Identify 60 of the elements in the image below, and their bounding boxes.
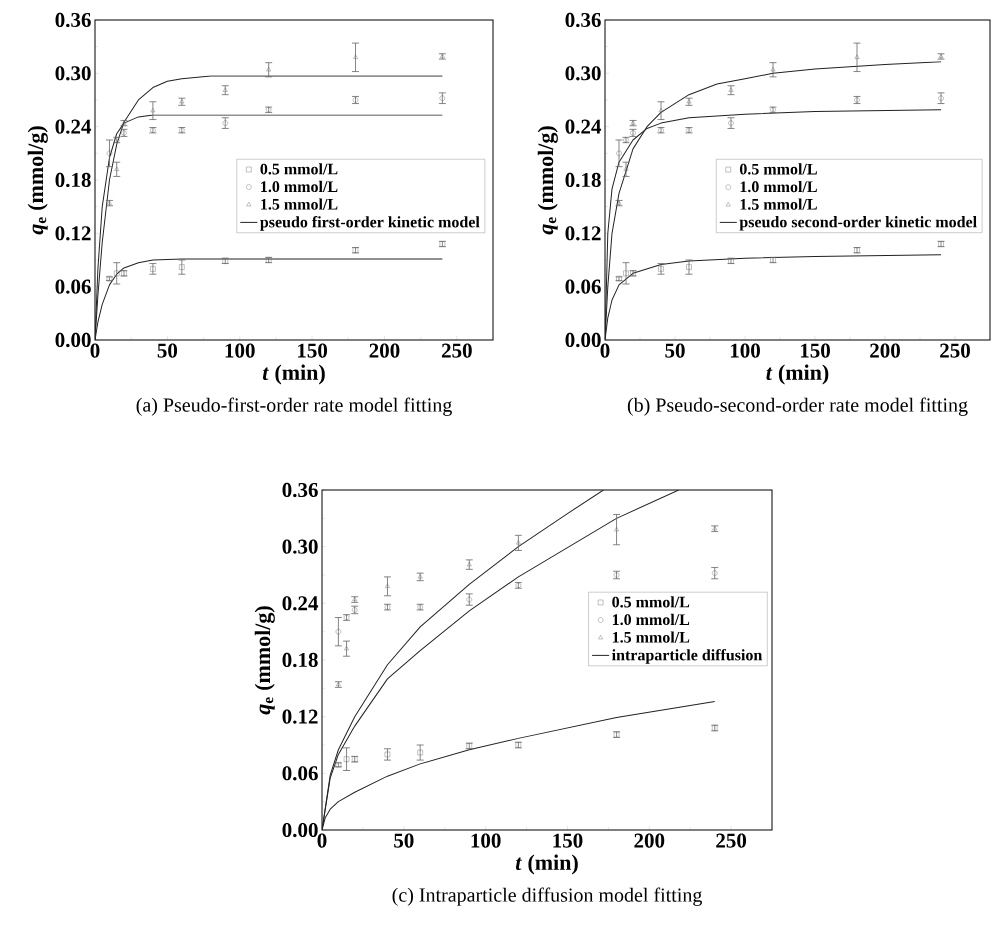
y-tick-label: 0.30 [282, 539, 318, 554]
legend-label: pseudo second-order kinetic model [739, 216, 977, 231]
legend-label: 1.0 mmol/L [261, 180, 338, 193]
x-tick-label: 250 [716, 833, 747, 848]
y-tick-label: 0.24 [282, 596, 319, 611]
x-tick-label: 200 [870, 343, 900, 358]
x-tick-label: 150 [800, 343, 830, 358]
x-tick-label: 250 [940, 343, 970, 358]
x-axis-title: t (min) [515, 854, 578, 875]
y-tick-label: 0.36 [282, 482, 318, 498]
x-tick-label: 150 [298, 343, 328, 358]
y-tick-label: 0.24 [565, 119, 602, 134]
legend-label: intraparticle diffusion [611, 649, 763, 664]
legend-label: 1.5 mmol/L [261, 198, 338, 210]
y-tick-label: 0.18 [55, 172, 91, 188]
y-tick-label: 0.18 [282, 652, 318, 668]
legend-label: 0.5 mmol/L [612, 596, 690, 608]
y-tick-label: 0.24 [55, 119, 92, 134]
y-tick-label: 0.00 [55, 332, 91, 348]
legend-label: 0.5 mmol/L [739, 163, 817, 175]
x-tick-label: 100 [730, 343, 760, 358]
legend-label: 0.5 mmol/L [260, 163, 338, 175]
x-tick-label: 200 [634, 833, 665, 848]
x-tick-label: 0 [317, 833, 327, 848]
x-tick-label: 200 [369, 343, 400, 358]
x-axis-title: t (min) [262, 364, 325, 385]
y-tick-label: 0.06 [55, 279, 91, 294]
y-tick-label: 0.18 [565, 172, 601, 188]
y-tick-label: 0.12 [282, 709, 318, 724]
x-tick-label: 50 [394, 833, 414, 848]
legend-label: pseudo first-order kinetic model [260, 216, 480, 231]
y-tick-label: 0.30 [565, 66, 601, 81]
x-tick-label: 250 [441, 343, 472, 358]
x-tick-label: 100 [471, 833, 501, 848]
y-tick-label: 0.00 [282, 822, 318, 838]
y-tick-label: 0.12 [55, 226, 91, 241]
y-tick-label: 0.12 [565, 226, 601, 241]
x-tick-label: 0 [600, 343, 610, 358]
y-tick-label: 0.00 [565, 332, 601, 348]
x-tick-label: 50 [157, 343, 178, 358]
y-axis-title: q$_{e}$ (mmol/g) [254, 606, 275, 715]
y-tick-label: 0.30 [55, 66, 91, 81]
y-tick-label: 0.36 [565, 12, 601, 28]
x-tick-label: 0 [90, 343, 100, 358]
legend-label: 1.0 mmol/L [740, 180, 817, 193]
text: (c) Intraparticle diffusion model fitting [392, 887, 702, 906]
x-axis-title: t (min) [766, 364, 829, 385]
y-axis-title: q$_{e}$ (mmol/g) [537, 126, 558, 235]
legend-label: 1.0 mmol/L [612, 613, 690, 626]
y-tick-label: 0.06 [565, 279, 601, 294]
legend-label: 1.5 mmol/L [740, 198, 817, 210]
legend-label: 1.5 mmol/L [612, 631, 690, 643]
y-tick-label: 0.36 [55, 12, 91, 28]
x-tick-label: 100 [225, 343, 255, 358]
y-axis-title: q$_{e}$ (mmol/g) [27, 126, 48, 235]
y-tick-label: 0.06 [282, 766, 318, 781]
x-tick-label: 150 [553, 833, 583, 848]
text: (b) Pseudo-second-order rate model fitting [627, 397, 968, 416]
x-tick-label: 50 [665, 343, 685, 358]
text: (a) Pseudo-first-order rate model fitting [136, 397, 452, 416]
